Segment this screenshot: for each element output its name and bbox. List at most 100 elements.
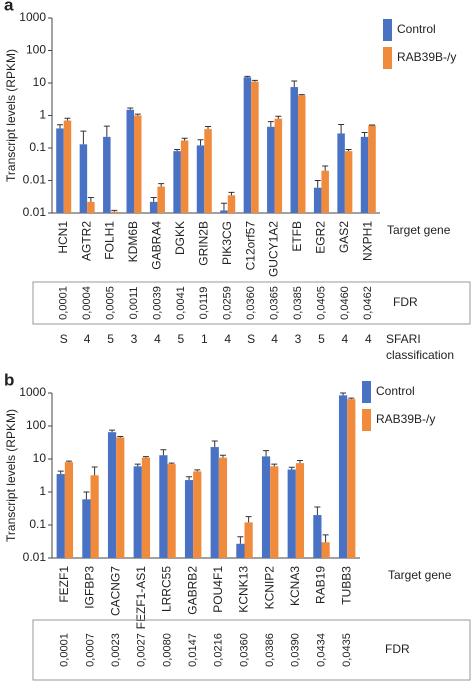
sfari-value: 3 <box>131 332 138 346</box>
fdr-value: 0,0360 <box>245 286 257 320</box>
error-bar <box>197 139 204 146</box>
bar <box>267 126 275 213</box>
fdr-value: 0,0039 <box>151 286 163 320</box>
fdr-box <box>32 619 471 681</box>
y-axis-title: Transcript levels (RPKM) <box>4 49 18 182</box>
y-tick-label: 1 <box>39 484 46 498</box>
bar <box>110 211 119 213</box>
bar <box>298 95 306 213</box>
sfari-value: 5 <box>107 332 114 346</box>
error-bar <box>142 456 149 458</box>
y-tick-label: 1 <box>39 108 46 122</box>
bar <box>133 466 142 558</box>
error-bar <box>117 436 124 438</box>
x-tick-label: KCNA3 <box>288 566 302 606</box>
error-bar <box>361 131 368 137</box>
fdr-value: 0,0435 <box>341 633 353 667</box>
error-bar <box>345 148 352 152</box>
x-tick-label: DGKK <box>173 221 187 255</box>
bar <box>184 480 194 558</box>
error-bar <box>103 125 110 137</box>
fdr-value: 0,0007 <box>84 633 96 667</box>
bar <box>251 81 259 213</box>
x-tick-label: POU4F1 <box>211 566 225 613</box>
error-bar <box>186 476 193 481</box>
error-bar <box>338 123 345 134</box>
x-tick-label: GABRB2 <box>185 566 199 615</box>
x-tick-label: TUBB3 <box>339 566 353 605</box>
error-bar <box>288 466 295 470</box>
bar <box>321 542 330 558</box>
bar <box>159 455 168 558</box>
error-bar <box>205 125 212 130</box>
legend-swatch <box>362 381 371 403</box>
sfari-value: 4 <box>84 332 91 346</box>
bar <box>360 136 369 213</box>
bar <box>313 515 322 558</box>
x-tick-label: FEZF1-AS1 <box>134 566 148 630</box>
bar <box>56 128 64 213</box>
sfari-label: classification <box>386 348 454 362</box>
fdr-value: 0,0080 <box>161 633 173 667</box>
error-bar <box>158 183 165 187</box>
x-tick-label: FEZF1 <box>57 566 71 603</box>
bar <box>347 399 356 558</box>
x-tick-label: NXPH1 <box>360 221 374 261</box>
error-bar <box>228 191 235 196</box>
fdr-value: 0,0001 <box>58 286 70 320</box>
sfari-value: 1 <box>201 332 208 346</box>
bar <box>270 466 279 558</box>
bar <box>368 125 376 213</box>
y-tick-label: 0.01 <box>23 205 47 219</box>
error-bar <box>237 536 244 544</box>
bar <box>103 136 111 213</box>
fdr-value: 0,0259 <box>222 286 234 320</box>
x-tick-label: EGR2 <box>314 221 328 254</box>
error-bar <box>57 470 64 475</box>
bar <box>157 186 165 213</box>
error-bar <box>291 80 298 88</box>
y-tick-label: 10 <box>33 75 47 89</box>
error-bar <box>245 516 252 523</box>
fdr-value: 0,0386 <box>264 633 276 667</box>
x-tick-label: GUCY1A2 <box>267 221 281 277</box>
y-tick-label: 10 <box>33 451 47 465</box>
fdr-value: 0,0462 <box>362 286 374 320</box>
y-tick-label: 100 <box>26 43 46 57</box>
bar <box>141 457 151 558</box>
error-bar <box>91 466 98 476</box>
error-bar <box>322 534 329 543</box>
sfari-value: 4 <box>342 332 349 346</box>
bar <box>210 447 219 558</box>
fdr-value: 0,0004 <box>81 286 93 320</box>
bar <box>244 522 253 558</box>
legend-label: RAB39B-/y <box>397 50 456 64</box>
error-bar <box>275 115 282 119</box>
bar <box>344 151 353 213</box>
bar <box>180 140 189 213</box>
x-tick-label: GAS2 <box>337 221 351 253</box>
bar <box>149 201 158 213</box>
sfari-value: S <box>60 332 68 346</box>
bar <box>261 456 271 558</box>
error-bar <box>340 392 347 396</box>
bar <box>82 499 91 558</box>
legend-swatch <box>362 409 371 431</box>
sfari-value: 4 <box>365 332 372 346</box>
legend-swatch <box>383 19 392 41</box>
error-bar <box>267 121 274 127</box>
error-bar <box>263 450 270 457</box>
x-tick-label: IGFBP3 <box>83 566 97 609</box>
error-bar <box>181 137 188 141</box>
bar <box>220 210 228 213</box>
bar <box>193 471 202 558</box>
bar <box>90 475 99 558</box>
sfari-label: SFARI <box>386 332 421 346</box>
x-tick-label: FOLH1 <box>103 221 117 260</box>
error-bar <box>211 440 218 448</box>
bar <box>243 77 252 213</box>
bar <box>126 109 134 213</box>
error-bar <box>150 196 157 202</box>
y-axis-title: Transcript levels (RPKM) <box>4 409 18 542</box>
